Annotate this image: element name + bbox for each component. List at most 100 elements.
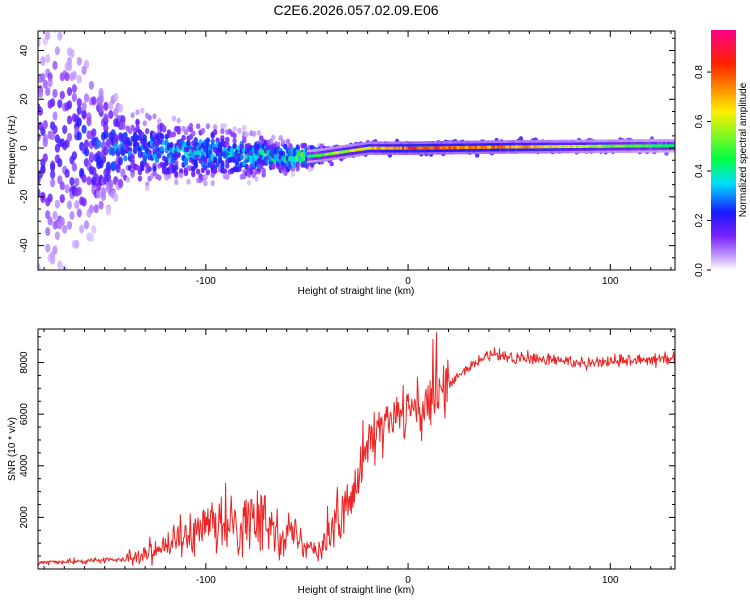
spectrogram-cell [398,146,401,150]
spectrogram-cell [559,148,562,151]
spectrogram-cell [59,181,65,191]
spectrogram-cell [379,146,382,150]
spectrogram-cell [402,149,405,153]
spectrogram-cell [484,140,488,144]
spectrogram-cell [622,144,625,148]
spectrogram-cell [42,120,48,129]
spectrogram-cell [499,148,502,152]
spectrogram-cell [466,149,469,152]
spectrogram-cell [539,148,542,151]
spectrogram-cell [646,147,649,151]
spectrogram-cell [387,143,390,147]
spectrogram-cell [616,141,619,145]
spectrogram-cell [50,255,56,265]
spectrogram-cell [323,156,326,159]
spectrogram-cell [626,150,629,153]
spectrogram-cell [179,172,184,179]
spectrogram-cell [333,154,336,158]
spectrogram-cell [410,143,413,147]
spectrogram-cell [414,149,417,153]
spectrogram-cell [482,151,486,154]
spectrogram-cell [369,149,372,153]
spectrogram-cell [648,139,651,142]
spectrogram-cell [337,151,340,154]
spectrogram-cell [355,151,358,155]
snr-y-label: SNR (10 * v/v) [7,417,18,481]
spectrogram-cell [606,150,609,153]
spectrogram-cell [329,147,332,150]
spectrogram-cell [426,146,429,150]
spectrogram-cell [586,150,589,154]
colorbar-gradient [711,30,736,270]
spectrogram-cell [130,112,135,119]
spectrogram-cell [100,154,107,164]
spectrogram-cell [66,220,73,230]
spectrogram-cell [491,148,494,152]
x-tick-label: 100 [602,575,619,586]
spectrogram-cell [598,147,601,151]
spectrogram-cell [571,145,575,148]
spectrogram-cell [547,150,550,154]
spectrogram-cell [38,263,41,270]
spectrogram-cell [404,141,407,145]
spectrogram-cell [648,141,651,145]
spectrogram-cell [309,154,312,158]
spectrogram-cell [96,139,102,149]
spectrogram-cell [549,150,552,154]
spectrogram-cell [351,146,354,149]
spectrogram-cell [315,154,318,157]
spectrogram-cell [125,176,130,183]
spectrogram-cell [622,139,625,143]
spectrogram-cell [210,180,215,187]
spectrogram-cell [400,143,403,147]
spectrogram-cell [239,154,244,161]
spectrogram-cell [88,204,94,214]
spectrogram-cell [454,140,457,144]
spectrogram-cell [442,143,445,147]
spectrogram-cell [592,147,595,151]
spectrogram-cell [501,142,504,146]
spectrogram-cell [503,145,506,149]
spectrogram-cell [468,143,471,146]
spectrogram-cell [329,155,332,158]
spectrogram-cell [353,148,356,152]
snr-panel: -100 0 100 2000 4000 6000 8000 Height of strai… [7,328,676,596]
spectrogram-cell [612,141,615,145]
spectrogram-cell [130,153,135,160]
spectrogram-cell [598,150,601,153]
spectrogram-cell [664,139,668,142]
spectrogram-cell [636,149,639,153]
spectrogram-cell [371,149,374,153]
spectrogram-cell [74,200,80,210]
spectrogram-cell [450,151,453,155]
spectrogram-cell [484,142,488,146]
spectrogram-cell [513,150,516,154]
spectrogram-cell [592,144,595,148]
spectrogram-cell [537,142,540,146]
spectrogram-cell [45,87,51,96]
spectrogram-cell [105,165,111,175]
spectrogram-cell [81,197,87,207]
spectrogram-cell [424,151,427,155]
spectrogram-cell [42,79,48,89]
x-tick-label: -100 [196,575,216,586]
snr-ticks: -100 0 100 2000 4000 6000 8000 [19,329,675,586]
spectrogram-cell [446,140,449,144]
spectrogram-cell [232,132,237,139]
spectrogram-cell [644,141,647,145]
spectrogram-cell [632,141,635,145]
spectrogram-cell [295,161,300,168]
spectrogram-cell [404,143,407,147]
spectrogram-cell [567,150,570,154]
spectrogram-cell [478,148,481,152]
spectrogram-cell [363,144,366,148]
spectrogram-cell [321,150,324,154]
spectrogram-cell [590,142,593,145]
spectrogram-cell [515,150,518,154]
spectrogram-cell [644,149,647,153]
spectrogram-cell [379,149,382,153]
spectrogram-cell [79,224,85,234]
spectrogram-cell [313,154,316,158]
spectrogram-cell [586,139,589,143]
spectrogram-cell [482,145,486,149]
